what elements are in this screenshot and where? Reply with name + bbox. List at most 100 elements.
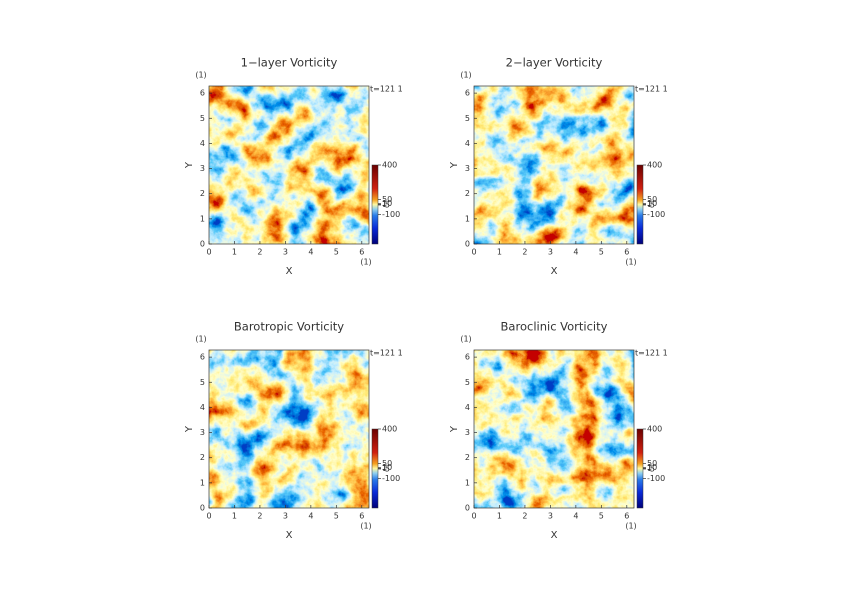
colorbar	[636, 164, 644, 245]
colorbar	[636, 428, 644, 509]
y-tick-label: 0	[200, 240, 205, 249]
x-tick-label: 6	[359, 512, 364, 521]
colorbar-tick-label: 50	[382, 195, 392, 204]
y-tick-label: 2	[465, 189, 470, 198]
y-tick-label: 3	[465, 428, 470, 437]
y-tick-label: 5	[465, 378, 470, 387]
colorbar-tick-label: -5	[382, 200, 390, 209]
panel-title: Baroclinic Vorticity	[501, 320, 608, 334]
colorbar-tick-label: 400	[647, 425, 662, 434]
y-axis-label: Y	[184, 161, 195, 169]
colorbar-tick-label: 50	[382, 459, 392, 468]
y-tick-label: 4	[200, 403, 205, 412]
colorbar-tick-label: 1	[647, 200, 652, 209]
colorbar-tick-label: -5	[382, 464, 390, 473]
x-tick-label: 6	[624, 512, 629, 521]
x-tick-label: 2	[522, 512, 527, 521]
colorbar-tick-label: 10	[647, 199, 657, 208]
vorticity-field	[209, 350, 369, 508]
x-tick-label: 4	[308, 248, 313, 257]
x-tick-label: 2	[257, 512, 262, 521]
x-tick-label: 5	[334, 512, 339, 521]
plot-frame	[208, 349, 370, 509]
x-tick-label: 3	[283, 512, 288, 521]
y-axis-label: Y	[449, 161, 460, 169]
colorbar-tick-label: 10	[382, 463, 392, 472]
plot-frame	[473, 349, 635, 509]
vorticity-field	[474, 86, 634, 244]
time-annotation: t=121 1	[635, 349, 668, 358]
x-tick-label: 5	[599, 248, 604, 257]
colorbar-tick-label: 1	[382, 464, 387, 473]
plot-frame	[473, 85, 635, 245]
x-tick-label: 4	[308, 512, 313, 521]
colorbar	[371, 164, 379, 245]
y-tick-label: 1	[200, 478, 205, 487]
y-tick-label: 5	[200, 114, 205, 123]
y-unit: (1)	[195, 335, 206, 344]
x-axis-label: X	[551, 530, 558, 541]
x-tick-label: 2	[257, 248, 262, 257]
y-unit: (1)	[195, 71, 206, 80]
x-tick-label: 1	[232, 248, 237, 257]
y-tick-label: 6	[465, 353, 470, 362]
y-tick-label: 1	[465, 214, 470, 223]
y-axis-label: Y	[184, 425, 195, 433]
y-axis-label: Y	[449, 425, 460, 433]
y-tick-label: 0	[465, 240, 470, 249]
colorbar-tick-label: -100	[382, 210, 400, 219]
panel-title: 2−layer Vorticity	[506, 56, 603, 70]
x-tick-label: 1	[497, 512, 502, 521]
plot-frame	[208, 85, 370, 245]
y-tick-label: 0	[465, 504, 470, 513]
x-unit: (1)	[625, 258, 636, 267]
colorbar-tick-label: 1	[647, 464, 652, 473]
y-tick-label: 3	[465, 164, 470, 173]
colorbar-tick-label: -100	[382, 474, 400, 483]
x-tick-label: 6	[359, 248, 364, 257]
colorbar-tick-label: 10	[382, 199, 392, 208]
x-tick-label: 3	[283, 248, 288, 257]
colorbar-tick-label: 10	[647, 463, 657, 472]
colorbar	[371, 428, 379, 509]
x-axis-label: X	[286, 530, 293, 541]
y-tick-label: 1	[465, 478, 470, 487]
y-tick-label: 6	[200, 353, 205, 362]
y-tick-label: 3	[200, 428, 205, 437]
y-tick-label: 1	[200, 214, 205, 223]
x-tick-label: 1	[232, 512, 237, 521]
vorticity-field	[474, 350, 634, 508]
y-tick-label: 0	[200, 504, 205, 513]
x-tick-label: 3	[548, 512, 553, 521]
x-tick-label: 2	[522, 248, 527, 257]
colorbar-tick-label: 50	[647, 459, 657, 468]
x-axis-label: X	[551, 266, 558, 277]
colorbar-tick-label: -100	[647, 474, 665, 483]
y-tick-label: 6	[465, 89, 470, 98]
y-tick-label: 4	[465, 403, 470, 412]
time-annotation: t=121 1	[370, 349, 403, 358]
x-tick-label: 1	[497, 248, 502, 257]
x-tick-label: 5	[334, 248, 339, 257]
y-tick-label: 2	[200, 453, 205, 462]
y-tick-label: 4	[465, 139, 470, 148]
x-tick-label: 4	[573, 512, 578, 521]
colorbar-tick-label: -5	[647, 200, 655, 209]
y-unit: (1)	[460, 71, 471, 80]
colorbar-tick-label: 50	[647, 195, 657, 204]
colorbar-tick-label: 400	[647, 161, 662, 170]
x-tick-label: 5	[599, 512, 604, 521]
colorbar-tick-label: 1	[382, 200, 387, 209]
x-unit: (1)	[360, 258, 371, 267]
y-tick-label: 6	[200, 89, 205, 98]
x-tick-label: 6	[624, 248, 629, 257]
x-tick-label: 0	[471, 512, 476, 521]
x-tick-label: 0	[206, 248, 211, 257]
y-tick-label: 2	[200, 189, 205, 198]
y-tick-label: 4	[200, 139, 205, 148]
panel-title: Barotropic Vorticity	[234, 320, 344, 334]
time-annotation: t=121 1	[635, 85, 668, 94]
y-unit: (1)	[460, 335, 471, 344]
colorbar-tick-label: 400	[382, 161, 397, 170]
